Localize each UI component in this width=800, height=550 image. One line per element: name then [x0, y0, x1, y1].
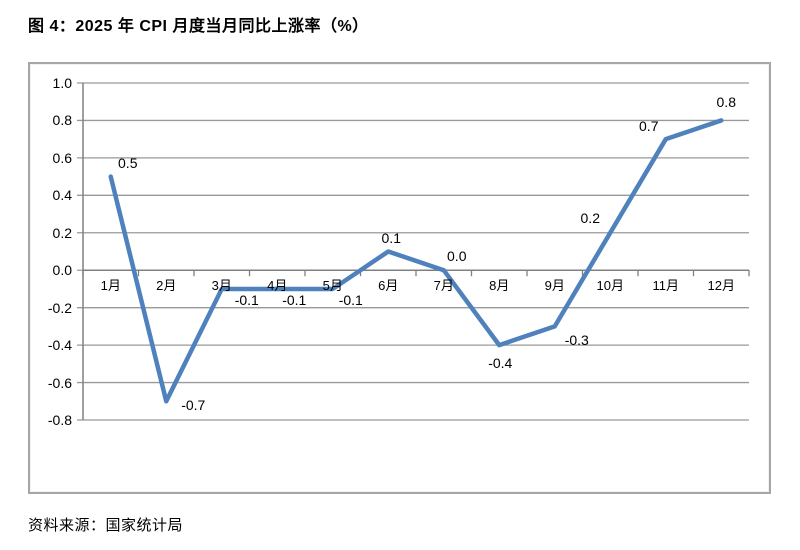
x-axis-tick-label: 7月 [433, 278, 454, 294]
data-label: -0.1 [338, 291, 363, 308]
y-axis-tick-label: -0.6 [47, 374, 72, 391]
x-axis-tick-label: 12月 [707, 278, 735, 294]
data-label: 0.0 [447, 248, 467, 265]
data-label: 0.1 [381, 229, 401, 246]
data-label: -0.1 [234, 291, 259, 308]
data-label: 0.8 [716, 94, 736, 111]
y-axis-tick-label: 0.2 [52, 224, 72, 241]
data-label: -0.4 [488, 355, 513, 372]
data-label: 0.2 [580, 209, 600, 226]
data-label: 0.5 [118, 154, 138, 171]
cpi-line-series [108, 118, 724, 404]
x-axis-tick-label: 9月 [544, 278, 565, 294]
x-axis-tick-label: 2月 [156, 278, 177, 294]
chart-frame: 1.0 0.8 0.6 0.4 0.2 0.0 -0.2 -0.4 -0.6 -0.8 1月 2月 3月… [28, 62, 771, 494]
cpi-line-chart [77, 82, 750, 421]
y-axis-tick-label: -0.2 [47, 299, 72, 316]
x-axis-tick-label: 4月 [267, 278, 288, 294]
data-label: -0.7 [181, 397, 206, 414]
source-note: 资料来源：国家统计局 [28, 517, 184, 534]
y-axis-tick-label: -0.4 [47, 337, 72, 354]
x-axis-tick-label: 10月 [596, 278, 624, 294]
figure-title: 图 4：2025 年 CPI 月度当月同比上涨率（%） [28, 18, 369, 35]
x-axis-tick-label: 5月 [322, 278, 343, 294]
x-axis-tick-label: 6月 [378, 278, 399, 294]
x-axis-tick-label: 11月 [652, 278, 680, 294]
x-axis-tick-label: 3月 [211, 278, 232, 294]
x-axis-tick-label: 8月 [489, 278, 510, 294]
y-axis-tick-label: -0.8 [47, 412, 72, 428]
data-label: 0.7 [639, 118, 659, 135]
y-axis-tick-label: 0.6 [52, 149, 72, 166]
y-axis-tick-label: 0.4 [52, 187, 72, 204]
y-axis-tick-label: 0.0 [52, 262, 72, 279]
x-axis-tick-label: 1月 [100, 278, 121, 294]
y-axis-tick-label: 0.8 [52, 112, 72, 129]
data-label: -0.1 [282, 291, 307, 308]
y-axis-tick-label: 1.0 [52, 75, 72, 91]
data-label: -0.3 [564, 332, 589, 349]
